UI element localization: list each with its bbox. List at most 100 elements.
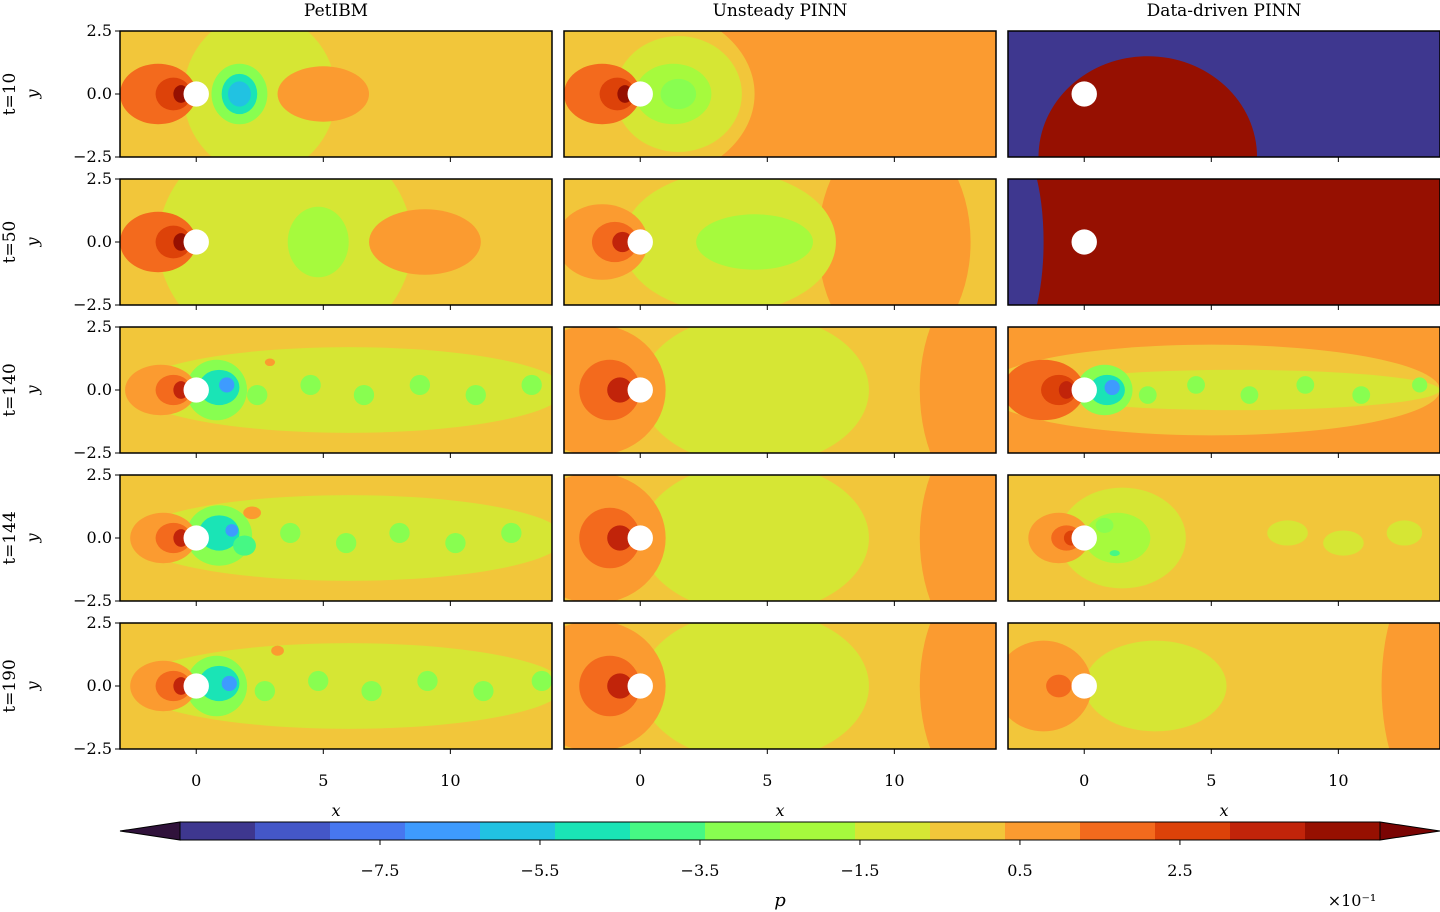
panel-unsteady-pinn-t50 (564, 179, 996, 305)
contour-region (369, 209, 481, 275)
contour-region (919, 475, 996, 601)
y-tick-label: −2.5 (73, 147, 112, 166)
colorbar-tick-label: 2.5 (1167, 861, 1192, 880)
contour-region (1095, 517, 1114, 533)
cylinder (627, 673, 653, 699)
colorbar-extend-max (1379, 821, 1440, 841)
contour-region (473, 680, 494, 702)
y-tick-label: −2.5 (73, 739, 112, 758)
contour-region (1033, 369, 1440, 411)
cylinder (1071, 377, 1097, 403)
cylinder (1071, 229, 1097, 255)
x-tick-label: 0 (635, 771, 645, 790)
x-tick-label: 10 (440, 771, 460, 790)
y-tick-label: −2.5 (73, 443, 112, 462)
cylinder (627, 229, 653, 255)
contour-region (1038, 56, 1258, 157)
y-tick-label: 0.0 (87, 84, 112, 103)
contour-region (1240, 386, 1259, 404)
contour-region (640, 475, 869, 601)
x-axis-label: x (775, 801, 784, 820)
panel-data-driven-pinn-t140 (1008, 327, 1440, 453)
contour-region (531, 670, 552, 692)
x-axis-label: x (1219, 801, 1228, 820)
contour-region (1187, 376, 1205, 394)
contour-region (287, 206, 349, 278)
x-axis-label: x (331, 801, 340, 820)
contour-region (465, 384, 486, 406)
colorbar-bin (705, 822, 781, 840)
y-tick-label: −2.5 (73, 295, 112, 314)
contour-region (607, 673, 633, 699)
row-label-t190: t=190 (0, 659, 20, 713)
x-tick-label: 5 (318, 771, 328, 790)
row-label-t10: t=10 (0, 73, 20, 116)
y-axis-label: y (23, 237, 42, 248)
colorbar-bin (780, 822, 856, 840)
colorbar-tick-label: −7.5 (361, 861, 400, 880)
y-tick-label: 0.0 (87, 528, 112, 547)
contour-region (919, 623, 996, 749)
contour-region (607, 377, 633, 403)
y-tick-label: 2.5 (87, 613, 112, 632)
colorbar-bin (405, 822, 481, 840)
panel-frame (563, 30, 997, 158)
cylinder (1071, 81, 1097, 107)
colorbar-tick-labels: −7.5 −5.5 −3.5 −1.5 0.5 2.5 (361, 840, 1193, 880)
cylinder (1071, 525, 1097, 551)
colorbar-tick-label: −5.5 (521, 861, 560, 880)
y-tick-label: 2.5 (87, 169, 112, 188)
cylinder (183, 81, 209, 107)
contour-region (247, 384, 268, 406)
colorbar (119, 821, 1440, 841)
colorbar-bin (330, 822, 406, 840)
panel-petibm-t190 (120, 623, 552, 749)
colorbar-tick-label: 0.5 (1007, 861, 1032, 880)
panel-frame (563, 474, 997, 602)
contour-region (1084, 640, 1227, 732)
contour-region (225, 524, 239, 537)
contour-region (660, 78, 697, 110)
y-tick-label: −2.5 (73, 591, 112, 610)
panel-frame (563, 178, 997, 306)
colorbar-bin (255, 822, 331, 840)
colorbar-frame (179, 821, 1381, 841)
y-tick-label: 0.0 (87, 380, 112, 399)
contour-region (336, 532, 357, 554)
contour-region (264, 358, 276, 367)
contour-region (417, 670, 438, 692)
panel-data-driven-pinn-t144 (1008, 475, 1440, 601)
panel-unsteady-pinn-t144 (564, 475, 996, 601)
x-tick-labels: 0 5 10 0 5 10 0 5 10 (191, 771, 1348, 790)
contour-region (696, 214, 814, 270)
row-label-t140: t=140 (0, 363, 20, 417)
contour-region (198, 515, 240, 551)
row-label-t50: t=50 (0, 221, 20, 264)
colorbar-bin (480, 822, 556, 840)
cylinder (627, 81, 653, 107)
panel-frame (563, 622, 997, 750)
contour-region (607, 525, 633, 551)
colorbar-bin (630, 822, 706, 840)
y-tick-label: 0.0 (87, 232, 112, 251)
contour-region (445, 532, 466, 554)
contour-panels (115, 30, 1440, 754)
row-labels: t=10 t=50 t=140 t=144 t=190 (0, 73, 20, 713)
colorbar-tick-label: −3.5 (681, 861, 720, 880)
colorbar-extend-min (119, 821, 181, 841)
contour-region (612, 231, 633, 253)
x-tick-label: 5 (762, 771, 772, 790)
colorbar-bin (1155, 822, 1231, 840)
cylinder (183, 377, 209, 403)
cylinder (627, 525, 653, 551)
contour-region (353, 384, 375, 406)
panel-frame (1007, 178, 1440, 306)
cylinder (183, 229, 209, 255)
colorbar-multiplier: ×10⁻¹ (1328, 891, 1377, 910)
panel-unsteady-pinn-t190 (564, 623, 996, 749)
contour-region (361, 680, 382, 702)
panel-frame (1007, 474, 1440, 602)
contour-region (1296, 376, 1315, 394)
cylinder (1071, 673, 1097, 699)
contour-region (1386, 520, 1423, 546)
